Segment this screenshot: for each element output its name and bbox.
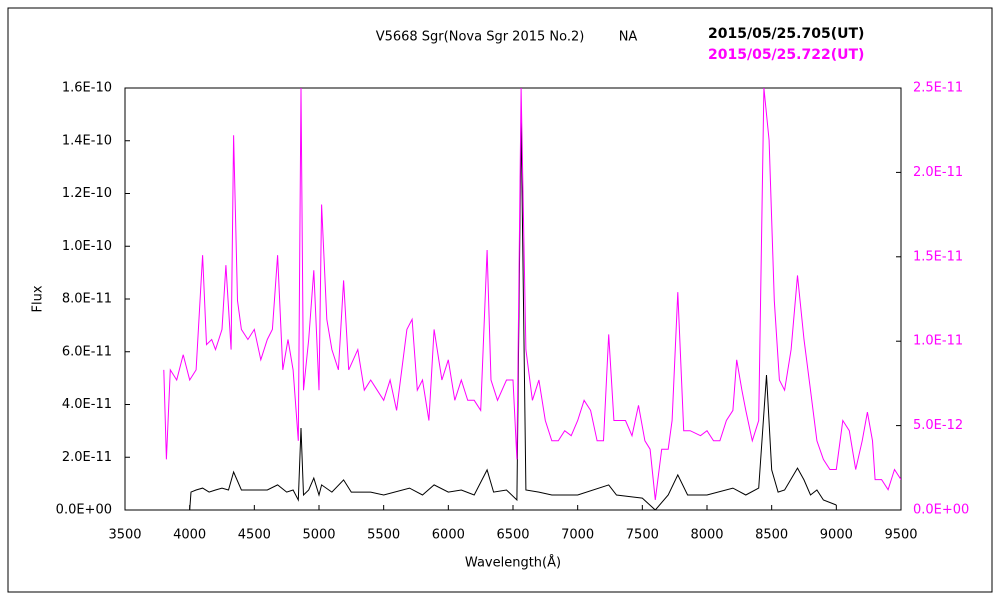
x-tick-label: 7500 bbox=[626, 528, 659, 543]
x-tick-label: 7000 bbox=[561, 528, 594, 543]
y2-tick-label: 0.0E+00 bbox=[913, 503, 969, 518]
chart-subtitle: NA bbox=[619, 30, 638, 45]
y-axis-label: Flux bbox=[31, 285, 46, 312]
x-tick-label: 9500 bbox=[884, 528, 917, 543]
legend-entry: 2015/05/25.705(UT) bbox=[708, 26, 864, 42]
x-tick-label: 6500 bbox=[496, 528, 529, 543]
y2-tick-label: 2.0E-11 bbox=[913, 165, 963, 180]
y-tick-label: 1.4E-10 bbox=[62, 133, 112, 148]
y-tick-label: 8.0E-11 bbox=[62, 292, 112, 307]
x-tick-label: 8000 bbox=[690, 528, 723, 543]
x-tick-label: 9000 bbox=[820, 528, 853, 543]
y-tick-label: 6.0E-11 bbox=[62, 344, 112, 359]
plot-lines bbox=[163, 88, 901, 510]
x-tick-label: 5000 bbox=[302, 528, 335, 543]
x-tick-label: 6000 bbox=[432, 528, 465, 543]
x-tick-label: 4500 bbox=[238, 528, 271, 543]
y-tick-label: 0.0E+00 bbox=[56, 503, 112, 518]
x-tick-label: 8500 bbox=[755, 528, 788, 543]
y-tick-label: 1.6E-10 bbox=[62, 81, 112, 96]
y2-tick-label: 5.0E-12 bbox=[913, 418, 963, 433]
spectrum-line bbox=[189, 116, 837, 510]
y-tick-label: 4.0E-11 bbox=[62, 397, 112, 412]
y-tick-label: 1.2E-10 bbox=[62, 186, 112, 201]
x-tick-label: 4000 bbox=[173, 528, 206, 543]
x-tick-label: 5500 bbox=[367, 528, 400, 543]
y2-tick-label: 1.5E-11 bbox=[913, 249, 963, 264]
y-tick-label: 1.0E-10 bbox=[62, 239, 112, 254]
y-tick-label: 2.0E-11 bbox=[62, 450, 112, 465]
x-tick-label: 3500 bbox=[108, 528, 141, 543]
y2-tick-label: 1.0E-11 bbox=[913, 334, 963, 349]
legend-entry: 2015/05/25.722(UT) bbox=[708, 47, 864, 63]
spectrum-line bbox=[163, 88, 901, 500]
chart-title: V5668 Sgr(Nova Sgr 2015 No.2) bbox=[376, 30, 585, 45]
x-axis-label: Wavelength(Å) bbox=[465, 555, 561, 571]
frame bbox=[7, 7, 993, 593]
plot-area bbox=[124, 87, 902, 511]
y2-tick-label: 2.5E-11 bbox=[913, 81, 963, 96]
